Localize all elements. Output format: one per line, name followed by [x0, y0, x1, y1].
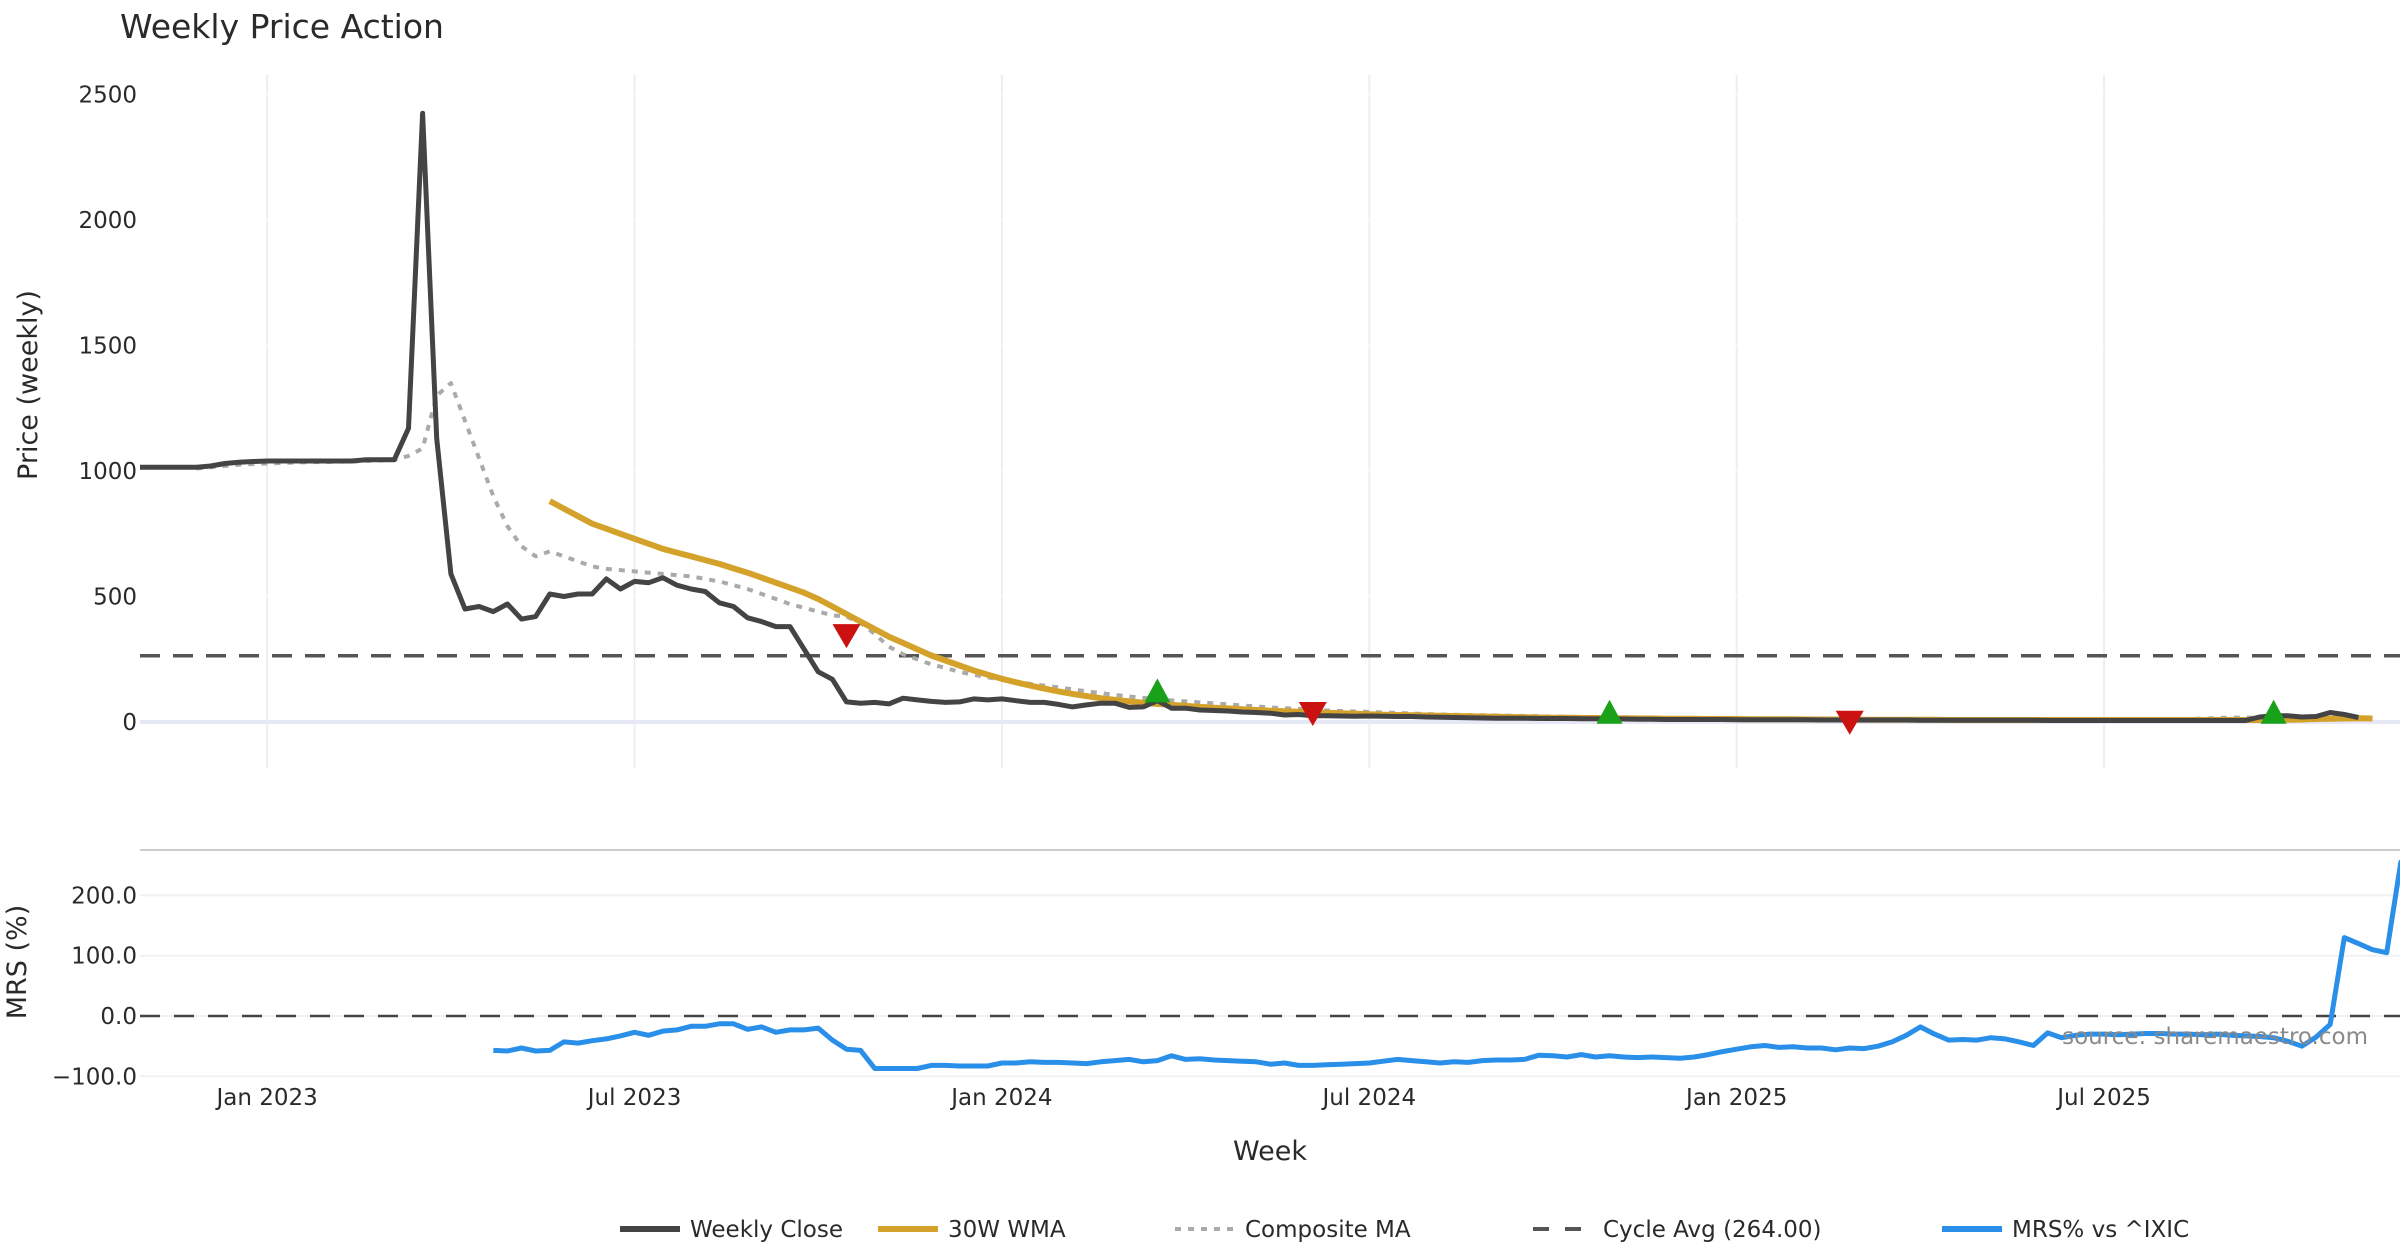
x-tick-label: Jul 2025	[2055, 1085, 2151, 1111]
x-tick-label: Jul 2024	[1321, 1085, 1417, 1111]
weekly-close-line	[140, 110, 2359, 723]
price-y-tick-label: 2000	[78, 208, 137, 234]
price-y-tick-label: 500	[93, 585, 137, 611]
mrs-y-tick-label: −100.0	[52, 1064, 137, 1090]
legend: Weekly Close 30W WMA Composite MA Cycle Avg…	[620, 1217, 2189, 1243]
buy-signal-marker	[1144, 678, 1171, 703]
sell-signal-marker	[1298, 701, 1327, 726]
mrs-gridlines	[140, 894, 2400, 1078]
legend-label: 30W WMA	[948, 1217, 1066, 1243]
mrs-series-group	[493, 859, 2400, 1071]
buy-signal-marker	[2260, 699, 2287, 724]
x-axis-ticks: Jan 2023 Jul 2023 Jan 2024 Jul 2024 Jan 2025…	[215, 1085, 2151, 1111]
x-tick-label: Jan 2025	[1684, 1085, 1787, 1111]
composite-ma-line	[196, 381, 2260, 722]
price-y-tick-label: 1000	[78, 459, 137, 485]
chart-title: Weekly Price Action	[120, 7, 444, 46]
price-panel: 0 500 1000 1500 2000 2500 Price (weekly)	[13, 75, 2400, 768]
x-tick-label: Jul 2023	[586, 1085, 682, 1111]
price-y-tick-label: 2500	[78, 83, 137, 109]
buy-signal-marker	[1596, 699, 1623, 724]
sell-signal-marker	[832, 624, 861, 649]
x-tick-label: Jan 2024	[949, 1085, 1052, 1111]
mrs-y-tick-label: 0.0	[100, 1004, 137, 1030]
legend-label: MRS% vs ^IXIC	[2012, 1217, 2189, 1243]
price-y-axis-label: Price (weekly)	[13, 290, 44, 480]
sell-signal-marker	[1835, 710, 1864, 735]
price-series-group	[140, 110, 2373, 723]
price-gridlines	[140, 75, 2400, 768]
mrs-panel: −100.0 0.0 100.0 200.0 MRS (%) source: shar…	[2, 859, 2400, 1090]
signal-markers	[832, 624, 2287, 735]
mrs-y-tick-label: 100.0	[71, 944, 137, 970]
x-tick-label: Jan 2023	[215, 1085, 318, 1111]
30w-wma-line	[548, 498, 2373, 723]
legend-label: Weekly Close	[690, 1217, 843, 1243]
mrs-y-axis-label: MRS (%)	[2, 905, 33, 1020]
source-annotation: source: sharemaestro.com	[2062, 1024, 2368, 1050]
x-axis-label: Week	[1233, 1136, 1307, 1167]
price-y-tick-label: 1500	[78, 334, 137, 360]
legend-label: Cycle Avg (264.00)	[1603, 1217, 1822, 1243]
price-y-ticks: 0 500 1000 1500 2000 2500	[78, 83, 137, 737]
price-y-tick-label: 0	[122, 710, 137, 736]
mrs-y-tick-label: 200.0	[71, 883, 137, 909]
mrs-y-ticks: −100.0 0.0 100.0 200.0	[52, 883, 137, 1090]
legend-label: Composite MA	[1245, 1217, 1411, 1243]
mrs-vs-ixic-line	[493, 859, 2400, 1071]
